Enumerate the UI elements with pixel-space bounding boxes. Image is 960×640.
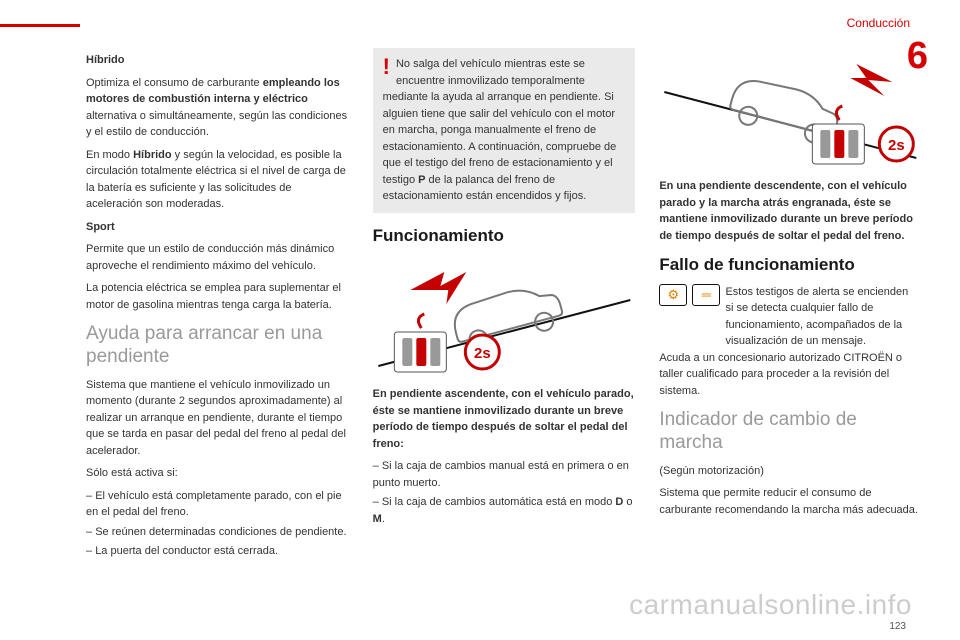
sport-heading: Sport [86, 219, 349, 236]
hibrido-p1: Optimiza el consumo de carburante emplea… [86, 75, 349, 141]
list-item: La puerta del conductor está cerrada. [86, 543, 349, 560]
uphill-diagram: 2s [373, 256, 636, 376]
hibrido-p2: En modo Híbrido y según la velocidad, es… [86, 147, 349, 213]
warning-icon: ! [383, 56, 390, 78]
indicador-p: Sistema que permite reducir el consumo d… [659, 485, 922, 518]
ayuda-p1: Sistema que mantiene el vehículo inmovil… [86, 377, 349, 460]
text: alternativa o simultáneamente, según las… [86, 110, 347, 139]
warning-box: ! No salga del vehículo mientras este se… [373, 48, 636, 213]
uphill-list: Si la caja de cambios manual está en pri… [373, 458, 636, 527]
ayuda-heading: Ayuda para arrancar en una pendiente [86, 323, 349, 369]
list-item: Se reúnen determinadas condiciones de pe… [86, 524, 349, 541]
ayuda-list: El vehículo está completamente parado, c… [86, 488, 349, 560]
warning-text: No salga del vehículo mientras este se e… [383, 58, 601, 103]
list-item: El vehículo está completamente parado, c… [86, 488, 349, 521]
fallo-p1: Estos testigos de alerta se encienden si… [725, 284, 916, 350]
ayuda-p2: Sólo está activa si: [86, 465, 349, 482]
indicador-sub: (Según motorización) [659, 463, 922, 480]
text: Si la caja de cambios automática está en… [382, 496, 616, 508]
header-section: Conducción [847, 14, 910, 32]
list-item: Si la caja de cambios manual está en pri… [373, 458, 636, 491]
text: Optimiza el consumo de carburante [86, 77, 263, 89]
warning-lamp-icon: ⚙ [659, 284, 687, 306]
page-content: Híbrido Optimiza el consumo de carburant… [86, 48, 922, 616]
fallo-p2: Acuda a un concesionario autorizado CITR… [659, 350, 922, 400]
text-bold: M [373, 513, 382, 525]
header-accent-bar [0, 24, 80, 27]
text: o [623, 496, 632, 508]
fallo-block: ⚙ ═ Estos testigos de alerta se enciende… [659, 284, 922, 350]
warning-lamp-icon: ═ [692, 284, 720, 306]
sport-p2: La potencia eléctrica se emplea para sup… [86, 280, 349, 313]
timer-label: 2s [888, 137, 905, 154]
sport-p1: Permite que un estilo de conducción más … [86, 241, 349, 274]
text-bold: Híbrido [133, 149, 172, 161]
text: . [382, 513, 385, 525]
funcionamiento-heading: Funcionamiento [373, 223, 636, 249]
page-number-bottom: 123 [889, 619, 906, 634]
indicador-heading: Indicador de cambio de marcha [659, 409, 922, 455]
downhill-diagram: 2s [659, 48, 922, 168]
uphill-caption: En pendiente ascendente, con el vehículo… [373, 386, 636, 452]
text: En modo [86, 149, 133, 161]
downhill-caption: En una pendiente descendente, con el veh… [659, 178, 922, 244]
hibrido-heading: Híbrido [86, 52, 349, 69]
fallo-heading: Fallo de funcionamiento [659, 252, 922, 278]
timer-label: 2s [474, 345, 491, 362]
list-item: Si la caja de cambios automática está en… [373, 494, 636, 527]
warning-text: Si alguien tiene que salir del vehículo … [383, 91, 617, 186]
watermark: carmanualsonline.info [629, 584, 912, 626]
